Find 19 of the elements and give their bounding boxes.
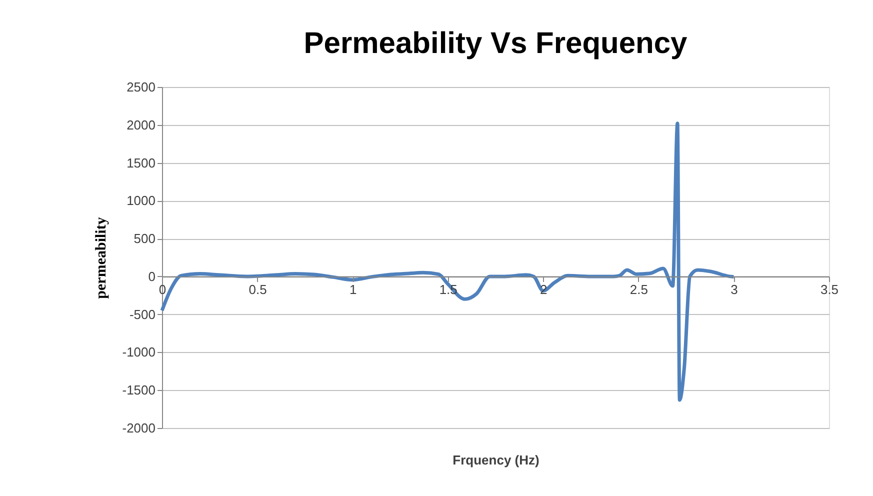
y-tick-label: 2500 (126, 80, 156, 94)
chart-title: Permeability Vs Frequency (304, 27, 688, 60)
x-tick-label: 2.5 (630, 282, 648, 297)
y-tick-label: -500 (129, 306, 156, 322)
x-tick-label: 3 (730, 282, 738, 297)
y-tick-label: 1000 (126, 193, 156, 208)
y-tick-label: -2000 (122, 420, 156, 436)
y-tick-label: 2000 (126, 117, 156, 132)
y-tick-label: 1500 (126, 155, 156, 170)
y-axis-title: permeability (93, 216, 110, 299)
y-tick-label: 0 (148, 268, 156, 284)
x-tick-label: 3.5 (820, 282, 839, 297)
y-tick-label: 500 (134, 231, 156, 246)
x-axis-title: Frquency (Hz) (452, 452, 540, 468)
x-tick-label: 0.5 (248, 282, 267, 297)
y-tick-label: -1000 (122, 344, 156, 360)
x-tick-label: 1 (349, 282, 357, 297)
y-tick-label: -1500 (122, 382, 156, 398)
line-series (160, 122, 736, 402)
